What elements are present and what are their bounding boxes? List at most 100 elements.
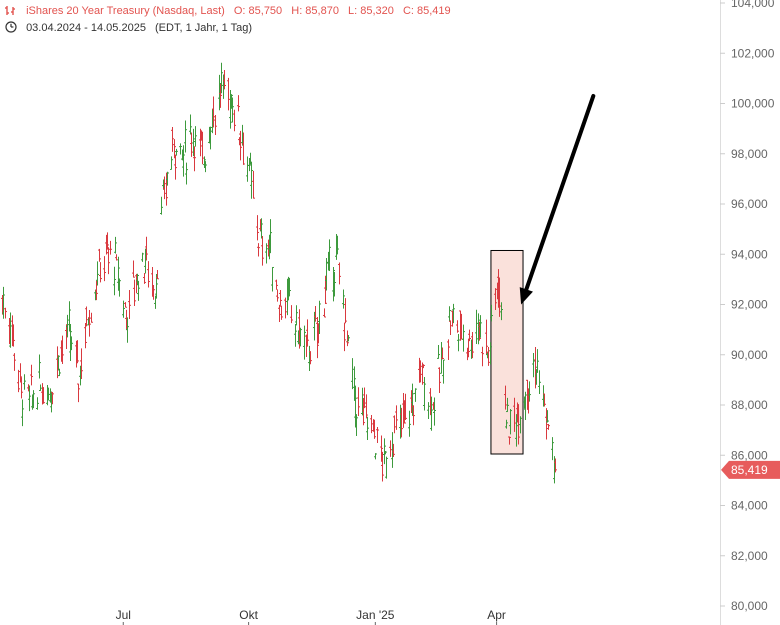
- ohlc-bar: [261, 236, 264, 266]
- ohlc-bar: [494, 288, 497, 310]
- ohlc-bar: [237, 95, 240, 112]
- ohlc-bar: [374, 453, 377, 460]
- y-tick-label: 100,000: [731, 97, 775, 111]
- ohlc-bar: [2, 286, 5, 319]
- ohlc-bar: [487, 346, 490, 366]
- ohlc-bar: [490, 304, 493, 322]
- ohlc-bar: [351, 358, 354, 390]
- ohlc-bar: [419, 360, 422, 383]
- ohlc-bar: [21, 399, 24, 427]
- ohlc-bar: [219, 83, 222, 108]
- ohlc-bar: [376, 426, 379, 443]
- ohlc-bar: [437, 344, 440, 359]
- ohlc-bar: [204, 161, 207, 173]
- ohlc-bar: [126, 317, 129, 343]
- ohlc-bar: [257, 243, 260, 257]
- ohlc-bar: [106, 232, 109, 250]
- ohlc-bar: [118, 278, 121, 297]
- ohlc-bar: [136, 273, 139, 286]
- ohlc-bar: [504, 385, 507, 410]
- ohlc-bar: [256, 215, 259, 241]
- ohlc-bar: [61, 335, 64, 365]
- ohlc-bar: [66, 314, 69, 338]
- ohlc-bar: [184, 120, 187, 153]
- ohlc-bar: [536, 349, 539, 373]
- ohlc-bar: [68, 301, 71, 332]
- ohlc-bar: [290, 305, 293, 324]
- ohlc-bar: [231, 97, 234, 123]
- ohlc-bar: [354, 385, 357, 428]
- ohlc-bar: [113, 266, 116, 296]
- ohlc-bar: [284, 297, 287, 319]
- open-value: O: 85,750: [233, 5, 283, 17]
- ohlc-bar: [20, 377, 23, 399]
- ohlc-bar: [485, 319, 488, 356]
- ohlc-bar: [9, 312, 12, 348]
- date-range: 03.04.2024 - 14.05.2025: [26, 22, 146, 34]
- chart-header-quote: iShares 20 Year Treasury (Nasdaq, Last) …: [5, 5, 457, 19]
- ohlc-bar: [95, 280, 98, 301]
- ohlc-bar: [462, 324, 465, 352]
- ohlc-bar: [380, 435, 383, 462]
- chart-settings: (EDT, 1 Jahr, 1 Tag): [155, 22, 253, 34]
- ohlc-bar: [288, 277, 291, 297]
- x-tick-label: Jul: [116, 608, 131, 622]
- ohlc-bar: [328, 239, 331, 271]
- ohlc-bar: [19, 363, 22, 383]
- ohlc-bar: [332, 267, 335, 302]
- ohlc-bar: [447, 339, 450, 360]
- y-tick-label: 96,000: [731, 197, 768, 211]
- ohlc-bar: [357, 387, 360, 416]
- y-tick-label: 88,000: [731, 398, 768, 412]
- ohlc-bar: [115, 254, 118, 261]
- ohlc-bar: [370, 415, 373, 434]
- ohlc-bar: [220, 62, 223, 94]
- ohlc-bar: [175, 148, 178, 156]
- ohlc-bar: [28, 385, 31, 412]
- ohlc-bar: [160, 196, 163, 215]
- ohlc-bar: [468, 329, 471, 342]
- ohlc-bar: [190, 132, 193, 157]
- ohlc-bar: [77, 383, 80, 403]
- ohlc-bar: [248, 158, 251, 172]
- y-tick-label: 80,000: [731, 599, 768, 613]
- ohlc-bar: [12, 324, 15, 347]
- ohlc-bar: [318, 300, 321, 335]
- ohlc-bar: [185, 162, 188, 185]
- ohlc-bar: [306, 319, 309, 347]
- y-tick-label: 90,000: [731, 348, 768, 362]
- ohlc-bar: [32, 390, 35, 409]
- ohlc-bar: [309, 350, 312, 365]
- ohlc-bar: [433, 397, 436, 426]
- ohlc-bar: [389, 440, 392, 457]
- ohlc-bar: [189, 114, 192, 135]
- ohlc-bar: [278, 304, 281, 322]
- ohlc-bar: [442, 359, 445, 384]
- x-tick-label: Jan '25: [356, 608, 395, 622]
- ohlc-bar: [42, 387, 45, 404]
- ohlc-bar: [299, 327, 302, 347]
- ohlc-bar: [343, 322, 346, 352]
- ohlc-bar: [316, 316, 319, 359]
- ohlc-bar: [38, 354, 41, 379]
- ohlc-bar: [457, 334, 460, 352]
- ohlc-bar: [545, 408, 548, 440]
- ohlc-bar: [408, 410, 411, 437]
- bar-chart-icon: [5, 5, 17, 19]
- ohlc-bar: [551, 437, 554, 461]
- ohlc-bar: [355, 414, 358, 437]
- ohlc-bar: [294, 324, 297, 347]
- y-axis: 80,000 82,000 84,000 86,000 88,000 90,000 92,0…: [720, 0, 775, 613]
- ohlc-bar: [132, 260, 135, 278]
- y-tick-label: 92,000: [731, 298, 768, 312]
- ohlc-bar: [517, 404, 520, 445]
- ohlc-bar: [441, 347, 444, 360]
- ohlc-bar: [182, 145, 185, 177]
- ohlc-bar: [276, 289, 279, 302]
- ohlc-bar: [70, 336, 73, 351]
- ohlc-bar: [165, 172, 168, 206]
- ohlc-bar: [543, 393, 546, 407]
- ohlc-bar: [69, 323, 72, 361]
- ohlc-bar: [51, 391, 54, 405]
